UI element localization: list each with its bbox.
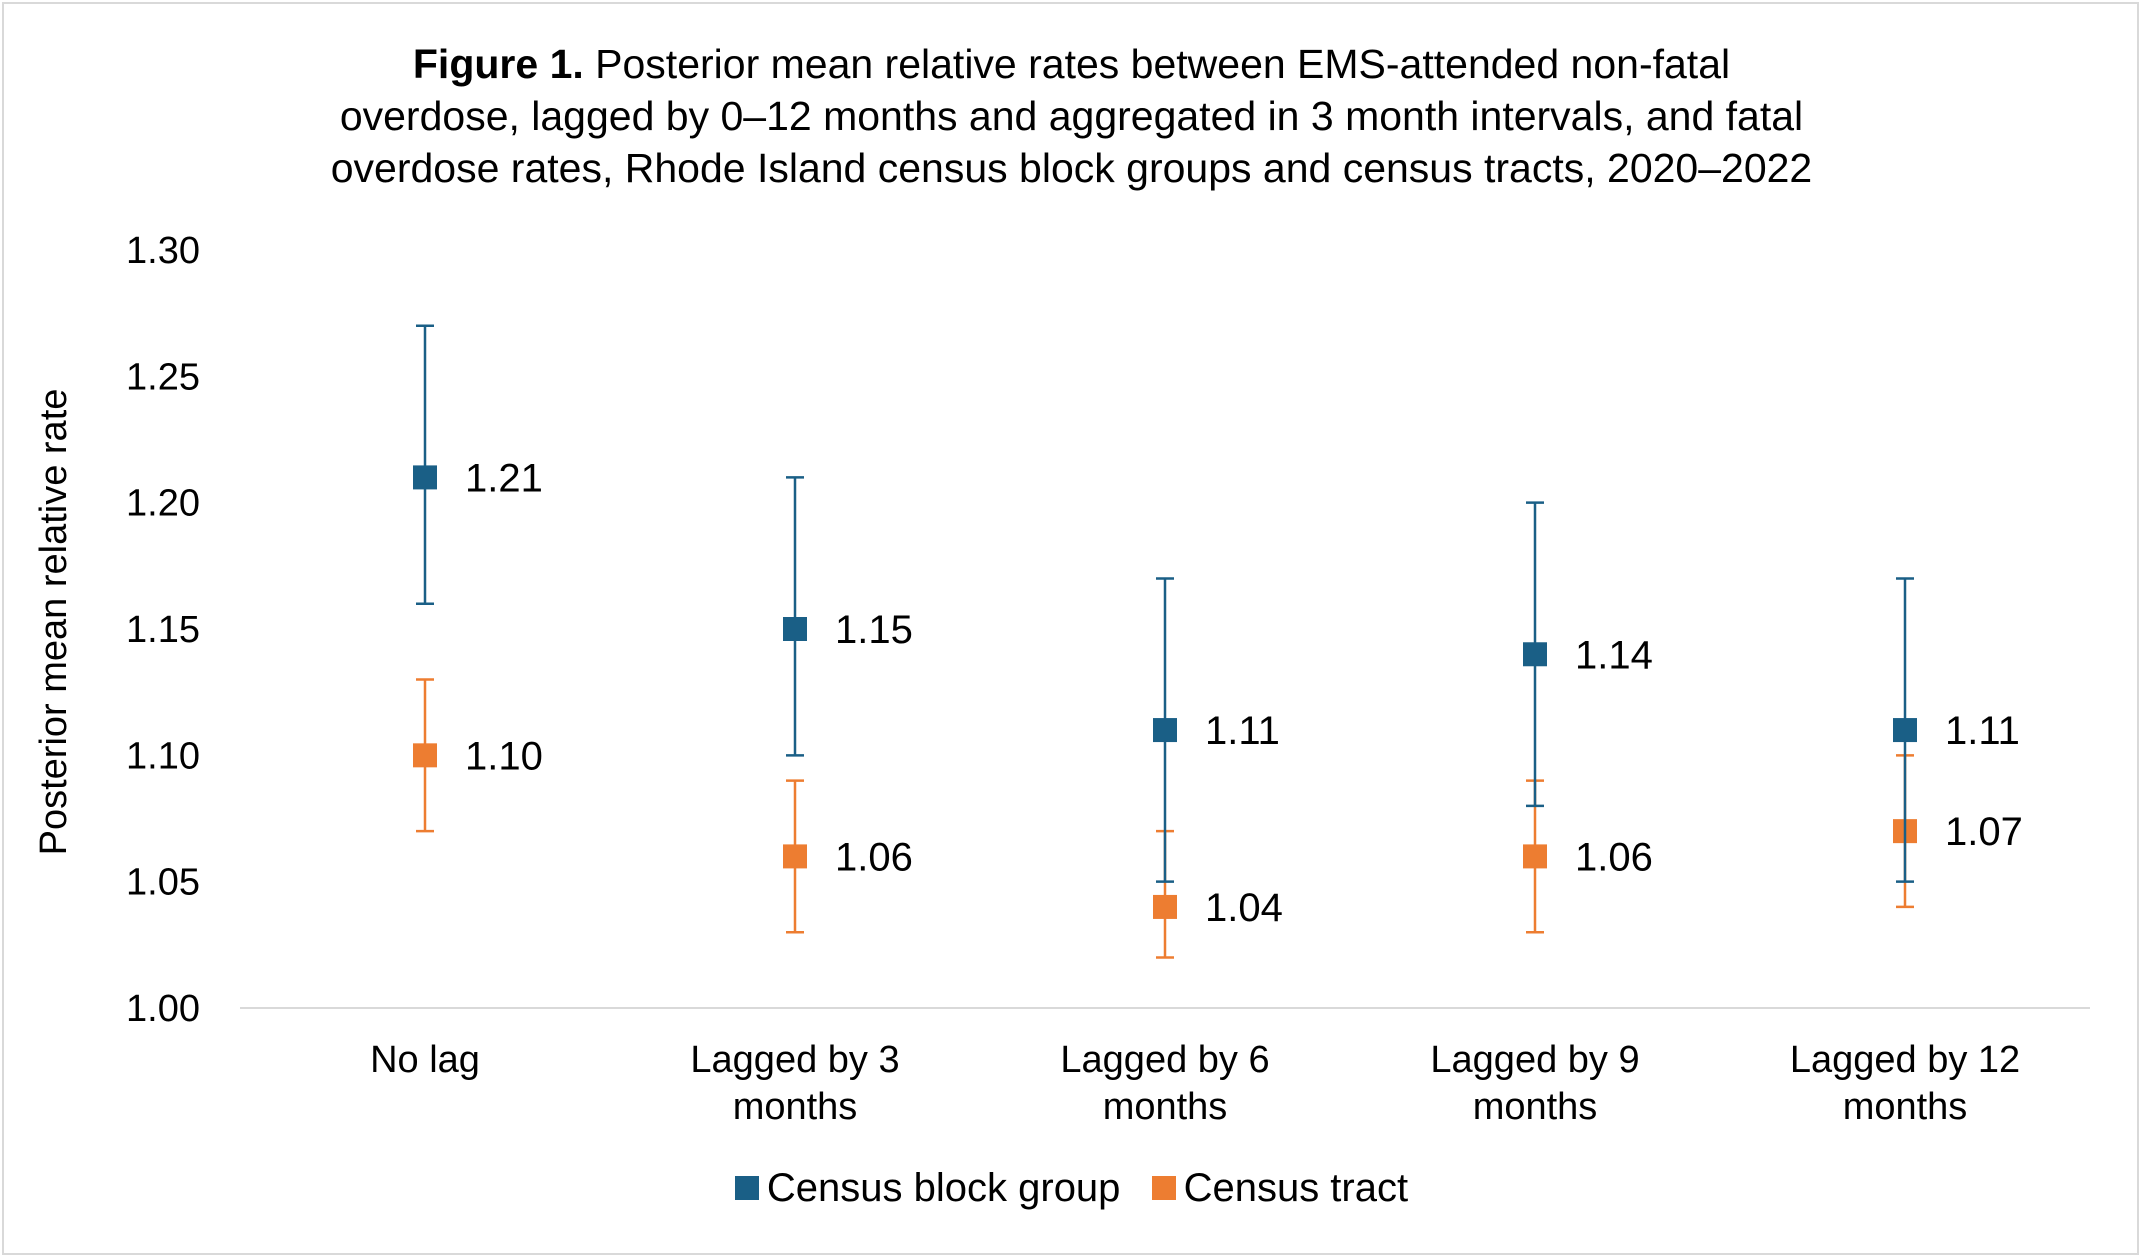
point-block-group	[1893, 718, 1917, 743]
chart-legend: Census block group Census tract	[0, 1165, 2143, 1211]
x-tick-label: Lagged by 12	[1790, 1039, 2020, 1081]
point-block-group	[783, 617, 807, 641]
point-block-group	[1153, 718, 1177, 743]
chart-title-line-1: Figure 1. Posterior mean relative rates …	[0, 38, 2143, 90]
data-label-block-group: 1.11	[1945, 709, 2020, 753]
x-tick-label: months	[733, 1086, 858, 1128]
x-tick-label: Lagged by 6	[1060, 1039, 1269, 1081]
y-axis-label: Posterior mean relative rate	[33, 389, 75, 856]
point-tract	[1523, 844, 1547, 869]
point-block-group	[1523, 642, 1547, 667]
y-tick-label: 1.15	[126, 609, 200, 651]
data-label-block-group: 1.15	[835, 608, 913, 652]
x-tick-label: Lagged by 9	[1430, 1039, 1639, 1081]
point-tract	[413, 743, 437, 768]
legend-swatch-block-group	[734, 1176, 759, 1200]
data-label-tract: 1.10	[465, 734, 543, 778]
x-tick-label: months	[1843, 1086, 1968, 1128]
data-label-tract: 1.06	[1575, 835, 1653, 879]
chart-title-prefix: Figure 1.	[412, 41, 584, 87]
point-block-group	[413, 465, 437, 490]
legend-label-tract: Census tract	[1183, 1165, 1409, 1210]
chart-title-text-1: Posterior mean relative rates between EM…	[583, 41, 1731, 87]
x-tick-label: months	[1103, 1086, 1228, 1128]
data-label-tract: 1.07	[1945, 810, 2023, 854]
x-tick-label: No lag	[370, 1039, 480, 1081]
legend-item-block-group: Census block group	[734, 1165, 1121, 1211]
data-label-tract: 1.04	[1205, 886, 1283, 930]
data-label-block-group: 1.14	[1575, 633, 1653, 677]
chart-title: Figure 1. Posterior mean relative rates …	[0, 38, 2143, 194]
y-tick-label: 1.00	[126, 988, 200, 1030]
chart-title-line-3: overdose rates, Rhode Island census bloc…	[330, 145, 1813, 191]
y-tick-label: 1.05	[126, 862, 200, 904]
legend-item-tract: Census tract	[1151, 1165, 1409, 1211]
x-tick-label: months	[1473, 1086, 1598, 1128]
y-tick-label: 1.25	[126, 356, 200, 398]
chart-title-line-2: overdose, lagged by 0–12 months and aggr…	[339, 93, 1804, 139]
point-tract	[783, 844, 807, 869]
legend-label-block-group: Census block group	[766, 1165, 1121, 1210]
x-tick-label: Lagged by 3	[690, 1039, 899, 1081]
y-tick-label: 1.20	[126, 483, 200, 525]
point-tract	[1153, 894, 1177, 919]
data-label-block-group: 1.11	[1205, 709, 1280, 753]
legend-swatch-tract	[1151, 1176, 1176, 1200]
data-label-block-group: 1.21	[465, 456, 543, 500]
y-tick-label: 1.30	[126, 230, 200, 272]
y-tick-label: 1.10	[126, 735, 200, 777]
data-label-tract: 1.06	[835, 835, 913, 879]
